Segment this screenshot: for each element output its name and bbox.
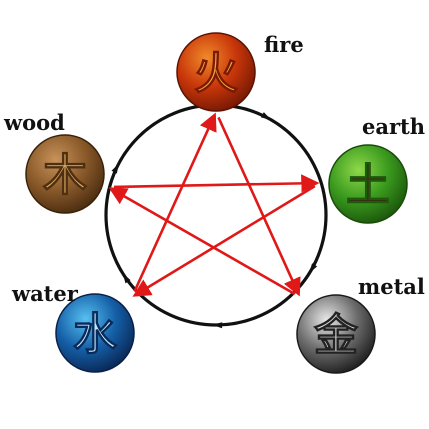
earth-glyph: 土 <box>346 160 390 211</box>
metal-node: 金 <box>296 294 376 374</box>
metal-label: metal <box>358 274 425 299</box>
cycle-arrowhead <box>122 273 131 284</box>
fire-label: fire <box>264 32 304 57</box>
fire-glyph: 火 <box>194 48 238 99</box>
controlling-cycle-star <box>108 112 320 297</box>
wood-orb <box>25 134 105 214</box>
earth-orb <box>328 144 408 224</box>
water-glyph: 水 <box>73 309 118 360</box>
earth-label: earth <box>362 114 425 139</box>
metal-orb <box>296 294 376 374</box>
fire-orb <box>176 32 256 112</box>
metal-glyph: 金 <box>313 310 359 361</box>
cycle-arrowhead <box>309 263 318 274</box>
wood-node: 木 <box>25 134 105 214</box>
fire-node: 火 <box>176 32 256 112</box>
cycle-arrowhead <box>212 322 223 329</box>
generating-cycle-arrows <box>111 112 318 329</box>
star-arrow-metal-to-wood <box>108 187 296 296</box>
wood-glyph: 木 <box>43 150 87 201</box>
earth-node: 土 <box>328 144 408 224</box>
water-node: 水 <box>55 293 135 373</box>
cycle-arrowhead <box>260 112 271 120</box>
star-arrow-wood-to-earth <box>113 174 320 193</box>
wood-label: wood <box>3 110 65 135</box>
star-arrow-fire-to-metal <box>217 116 301 297</box>
water-orb <box>55 293 135 373</box>
star-arrow-earth-to-water <box>132 184 316 297</box>
water-label: water <box>11 281 79 306</box>
star-arrow-water-to-fire <box>133 112 217 293</box>
cycle-arrowhead <box>111 163 119 174</box>
